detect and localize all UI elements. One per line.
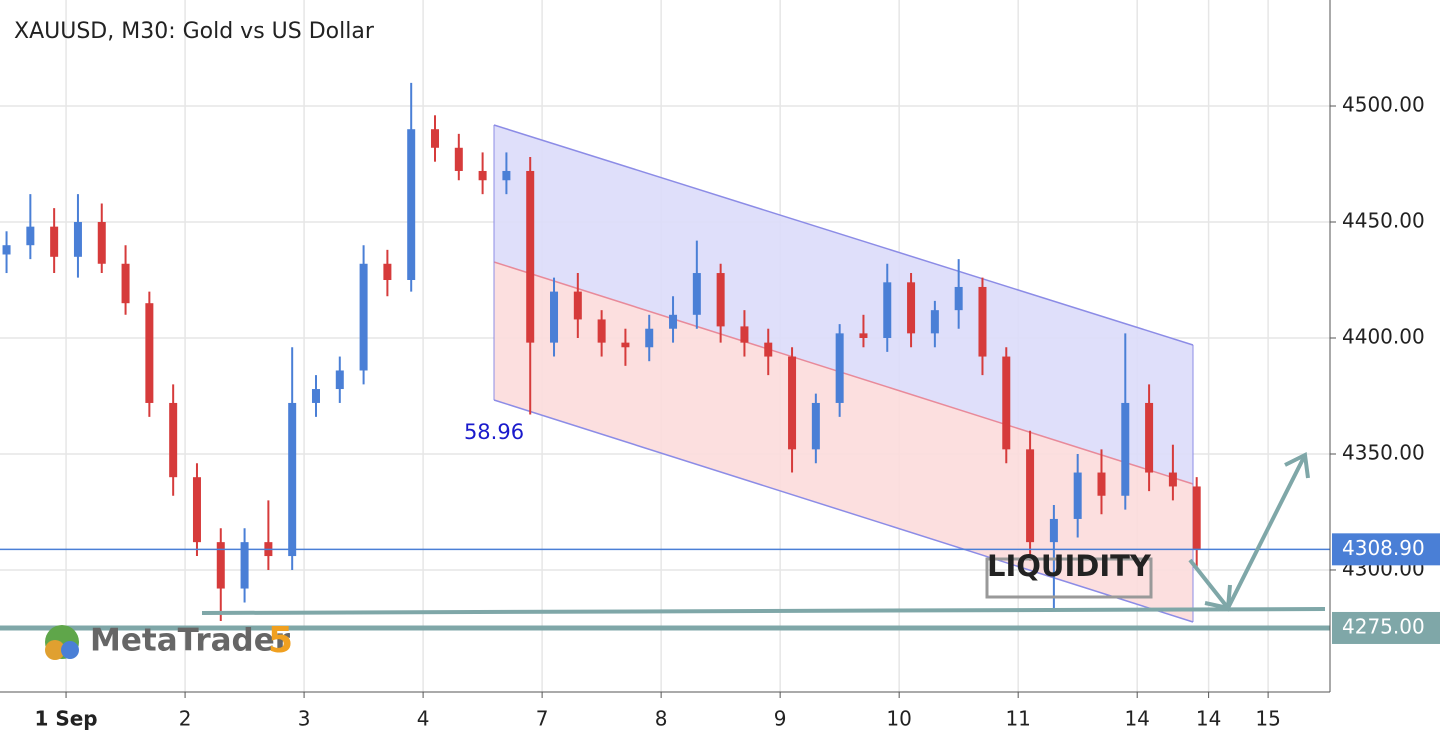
logo-text: MetaTrader [90, 623, 291, 659]
candle-body [788, 356, 797, 450]
x-tick-label: 8 [655, 707, 668, 731]
y-tick-label: 4400.00 [1342, 324, 1425, 348]
candle-body [1073, 472, 1082, 519]
x-tick-label: 14 [1196, 707, 1221, 731]
candle-body [431, 129, 440, 148]
arrow-head [1204, 584, 1232, 611]
logo: MetaTrader 5 [45, 620, 293, 661]
candle-body [502, 170, 511, 181]
candle-body [121, 263, 130, 304]
candle-body [26, 226, 35, 246]
chart-title: XAUUSD, M30: Gold vs US Dollar [14, 19, 375, 44]
candle-body [454, 147, 463, 171]
price-label-box [1332, 611, 1440, 644]
candle-body [930, 310, 939, 334]
y-tick-label: 4450.00 [1342, 209, 1425, 233]
candle-body [883, 282, 892, 338]
candle-body [1097, 472, 1106, 496]
candle-body [740, 326, 749, 343]
candle-body [169, 402, 178, 478]
logo-icon [61, 641, 79, 659]
x-tick-label: 11 [1005, 707, 1030, 731]
candle-body [550, 291, 559, 343]
candle-body [645, 328, 654, 348]
x-tick-label: 14 [1124, 707, 1149, 731]
candle-body [73, 222, 82, 257]
channel-lower [494, 262, 1193, 622]
arrow-head [1284, 451, 1310, 479]
candle-body [1168, 472, 1177, 487]
candle-body [764, 342, 773, 357]
candle-body [50, 226, 59, 257]
candles [2, 82, 1201, 622]
candle-body [145, 303, 154, 403]
candle-body [907, 282, 916, 334]
candle-body [1002, 356, 1011, 450]
candle-body [1026, 449, 1035, 543]
liquidity-label: LIQUIDITY [987, 549, 1152, 583]
logo-icon [45, 640, 65, 660]
candle-body [335, 370, 344, 390]
x-tick-label: 3 [298, 707, 311, 731]
candle-body [716, 273, 725, 327]
candle-body [383, 263, 392, 281]
candle-body [216, 542, 225, 589]
candle-body [835, 333, 844, 403]
candle-body [192, 477, 201, 543]
channel-line [493, 124, 1194, 346]
candle-body [669, 314, 678, 329]
candle-body [954, 286, 963, 311]
x-tick-label: 7 [536, 707, 549, 731]
y-tick-label: 4350.00 [1342, 440, 1425, 464]
candle-body [692, 273, 701, 315]
candle-body [597, 319, 606, 343]
x-tick-label: 10 [886, 707, 911, 731]
candle-body [859, 333, 868, 338]
candle-body [1192, 486, 1201, 550]
candle-body [407, 129, 416, 281]
channel-upper [494, 125, 1193, 484]
candle-body [1145, 402, 1154, 473]
price-lines [0, 548, 1330, 631]
candle-body [526, 170, 535, 343]
candle-body [2, 245, 11, 255]
candle-body [311, 389, 320, 403]
candle-body [811, 402, 820, 450]
liquidity-box [985, 557, 1153, 599]
candle-body [1121, 402, 1130, 496]
x-tick-label: 2 [179, 707, 192, 731]
x-tick-label: 4 [417, 707, 430, 731]
x-tick-label: 15 [1255, 707, 1280, 731]
candle-body [97, 222, 106, 264]
price-label-box [1332, 533, 1440, 566]
candle-body [1049, 518, 1058, 543]
candle-body [573, 291, 582, 320]
channel-annotation: 58.96 [464, 420, 524, 444]
logo-number: 5 [268, 620, 293, 661]
candle-body [240, 542, 249, 589]
x-tick-label: 1 Sep [34, 707, 97, 731]
y-tick-label: 4500.00 [1342, 93, 1425, 117]
price-label: 4275.00 [1342, 614, 1425, 638]
price-label: 4308.90 [1342, 536, 1425, 560]
support-line [201, 607, 1326, 615]
x-tick-label: 9 [774, 707, 787, 731]
candle-body [621, 342, 630, 348]
candle-body [478, 170, 487, 181]
candle-body [288, 402, 297, 557]
candle-body [978, 286, 987, 357]
channel-line [493, 399, 1194, 623]
candle-body [359, 263, 368, 371]
arrow [1188, 454, 1307, 612]
